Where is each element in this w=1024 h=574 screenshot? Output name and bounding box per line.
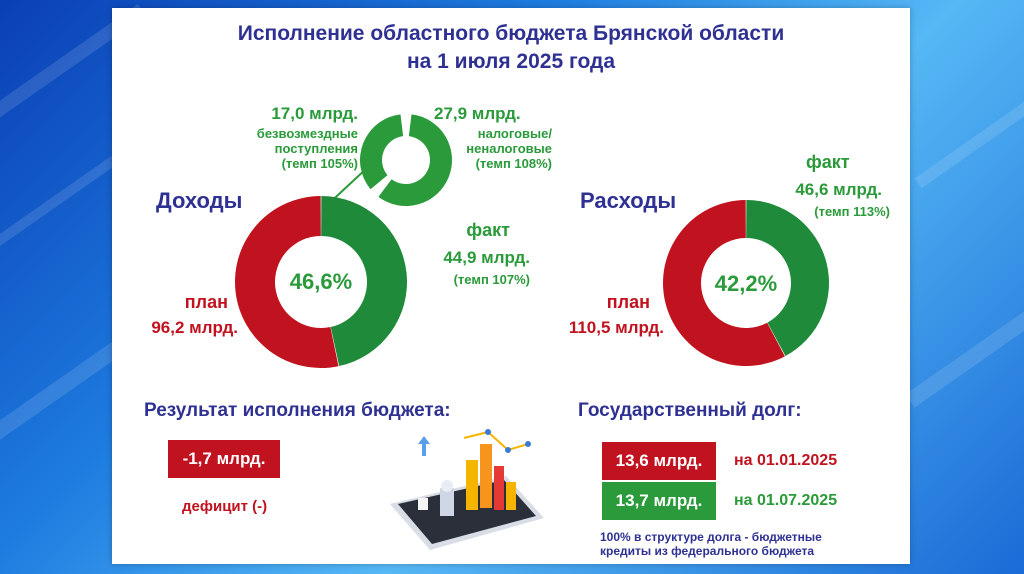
income-heading: Доходы [156, 188, 243, 213]
background-stripe [914, 63, 1024, 189]
expense-fact-slice [746, 200, 829, 357]
debt-date-end: на 01.07.2025 [734, 492, 838, 509]
income-breakdown-donut [360, 114, 452, 206]
income-fact-value: 44,9 млрд. [443, 248, 530, 267]
income-fact-slice [321, 196, 408, 367]
expense-donut [663, 200, 829, 366]
breakdown-left-line2: поступления [274, 141, 358, 156]
income-plan-label: план [184, 292, 228, 312]
result-heading: Результат исполнения бюджета: [144, 400, 451, 421]
breakdown-right-value: 27,9 млрд. [434, 104, 521, 123]
debt-date-start: на 01.01.2025 [734, 452, 838, 469]
breakdown-tax-slice [378, 114, 452, 206]
deficit-value-box: -1,7 млрд. [168, 440, 280, 478]
breakdown-right-tempo: (темп 108%) [475, 156, 552, 171]
income-center-percent: 46,6% [289, 269, 353, 294]
income-donut [235, 196, 408, 368]
debt-note-line2: кредиты из федерального бюджета [600, 544, 815, 558]
income-plan-value: 96,2 млрд. [151, 318, 238, 337]
income-fact-tempo: (темп 107%) [453, 272, 530, 287]
infographic-card: Исполнение областного бюджета Брянской о… [112, 8, 910, 564]
expense-plan-value: 110,5 млрд. [568, 318, 664, 337]
page-title: Исполнение областного бюджета Брянской о… [237, 22, 785, 45]
expense-fact-label: факт [806, 152, 850, 172]
page-subtitle: на 1 июля 2025 года [406, 50, 616, 73]
breakdown-left-tempo: (темп 105%) [281, 156, 358, 171]
income-fact-label: факт [466, 220, 510, 240]
expense-fact-value: 46,6 млрд. [795, 180, 882, 199]
income-remaining-slice [235, 196, 339, 368]
expense-fact-tempo: (темп 113%) [814, 204, 890, 219]
breakdown-left-line1: безвозмездные [256, 126, 358, 141]
expense-plan-label: план [606, 292, 650, 312]
expense-heading: Расходы [580, 188, 677, 213]
debt-note-line1: 100% в структуре долга - бюджетные [600, 530, 822, 544]
deficit-note: дефицит (-) [182, 498, 268, 515]
breakdown-right-line2: неналоговые [466, 141, 552, 156]
debt-value-box-start: 13,6 млрд. [602, 442, 716, 480]
expense-remaining-slice [663, 200, 785, 366]
breakdown-grants-slice [360, 114, 404, 190]
debt-heading: Государственный долг: [578, 400, 802, 421]
debt-value-box-end: 13,7 млрд. [602, 482, 716, 520]
tablet-chart-illustration [390, 429, 544, 550]
breakdown-left-value: 17,0 млрд. [271, 104, 358, 123]
expense-center-percent: 42,2% [714, 271, 778, 296]
breakdown-right-line1: налоговые/ [477, 126, 552, 141]
background-stripe [905, 268, 1024, 408]
